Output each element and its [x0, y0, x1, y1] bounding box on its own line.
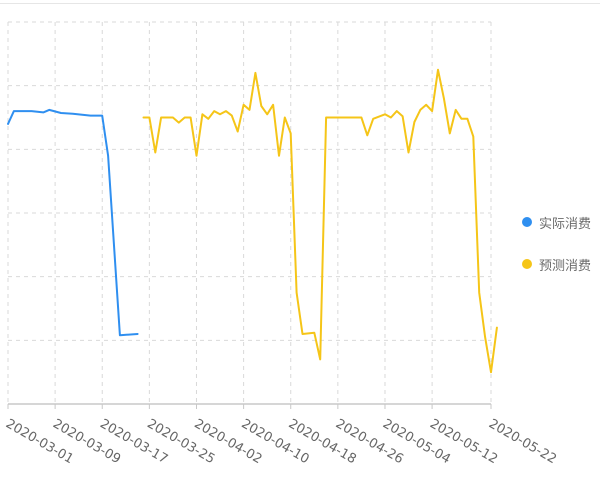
legend-label-forecast: 预测消费: [539, 258, 592, 274]
top-divider: [0, 3, 600, 4]
legend-label-actual: 实际消费: [539, 216, 592, 232]
series-line-actual: [7, 108, 139, 337]
legend-item-actual[interactable]: 实际消费: [522, 212, 591, 232]
series-line-forecast: [142, 68, 498, 374]
legend-dot-forecast-icon: [522, 259, 532, 269]
legend-item-forecast[interactable]: 预测消费: [522, 254, 591, 274]
legend-dot-actual-icon: [522, 217, 532, 227]
legend: 实际消费 预测消费: [522, 212, 591, 296]
